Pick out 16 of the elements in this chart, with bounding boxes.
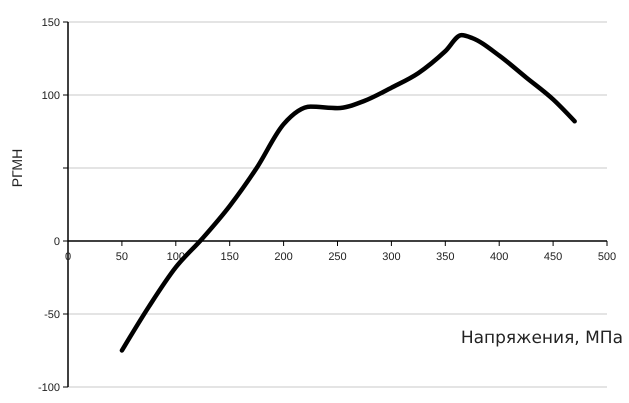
y-axis-title: РГМН [9,148,25,188]
y-tick-label: 150 [42,16,60,29]
x-tick-label: 350 [436,251,454,263]
y-tick-label: 100 [42,90,60,102]
y-tick-label: 0 [54,236,60,248]
x-tick-label: 50 [116,251,128,263]
x-tick-label: 500 [598,251,616,263]
x-tick-label: 300 [382,251,401,263]
x-axis-title: Напряжения, МПа [460,328,623,348]
x-tick-label: 400 [490,251,508,263]
x-tick-label: 450 [544,251,562,263]
x-tick-label: 200 [274,251,293,263]
x-tick-label: 250 [328,251,347,263]
y-tick-label: -50 [44,308,60,321]
y-tick-label: -100 [38,382,60,394]
x-tick-label: 150 [220,251,239,263]
